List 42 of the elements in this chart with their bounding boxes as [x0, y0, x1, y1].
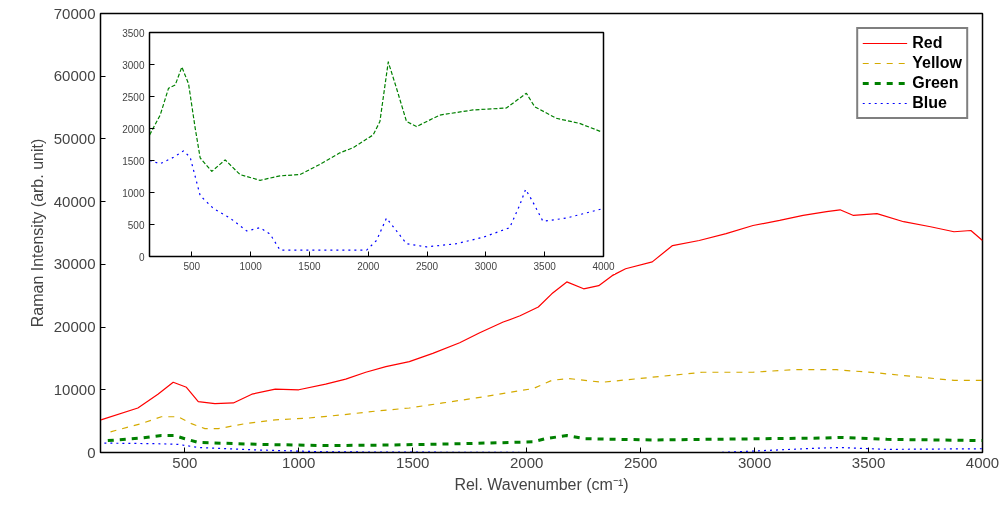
y-tick-label: 10000: [53, 380, 96, 398]
x-tick-label: 2000: [510, 453, 544, 471]
x-tick-label: 4000: [592, 260, 616, 272]
x-tick-label: 3500: [533, 260, 557, 272]
y-tick-label: 3500: [122, 27, 145, 39]
y-tick-label: 70000: [53, 4, 96, 22]
y-tick-label: 500: [127, 219, 145, 231]
y-tick-label: 3000: [122, 59, 145, 71]
line-series: [100, 209, 983, 421]
y-tick-label: 0: [138, 251, 145, 263]
y-tick-label: 1000: [122, 187, 145, 199]
x-axis-title: Rel. Wavenumber (cm⁻¹): [454, 475, 629, 493]
y-tick-label: 30000: [53, 255, 96, 273]
x-tick-label: 3000: [474, 260, 498, 272]
y-tick-label: 20000: [53, 318, 96, 336]
legend-label: Yellow: [912, 54, 962, 72]
y-tick-label: 2500: [122, 91, 145, 103]
x-tick-label: 1000: [282, 453, 316, 471]
y-axis-title: Raman Intensity (arb. unit): [28, 138, 46, 328]
legend-label: Blue: [912, 94, 947, 112]
x-tick-label: 500: [172, 453, 198, 471]
y-tick-label: 0: [87, 443, 96, 461]
x-tick-label: 4000: [965, 453, 1000, 471]
legend-label: Red: [912, 34, 943, 52]
y-tick-label: 40000: [53, 192, 96, 210]
x-tick-label: 1500: [396, 453, 430, 471]
line-series: [106, 434, 983, 448]
line-series: [149, 61, 602, 181]
x-tick-label: 1500: [298, 260, 322, 272]
y-tick-label: 2000: [122, 123, 145, 135]
x-tick-label: 2500: [415, 260, 439, 272]
x-tick-label: 3000: [737, 453, 772, 471]
x-tick-label: 3500: [851, 453, 886, 471]
line-series: [109, 369, 983, 433]
x-tick-label: 1000: [239, 260, 263, 272]
x-tick-label: 2500: [623, 453, 658, 471]
x-tick-label: 500: [183, 260, 201, 272]
y-tick-label: 50000: [53, 129, 96, 147]
y-tick-label: 60000: [53, 67, 96, 85]
x-tick-label: 2000: [357, 260, 380, 272]
y-tick-label: 1500: [122, 155, 145, 167]
legend-label: Green: [912, 74, 959, 92]
